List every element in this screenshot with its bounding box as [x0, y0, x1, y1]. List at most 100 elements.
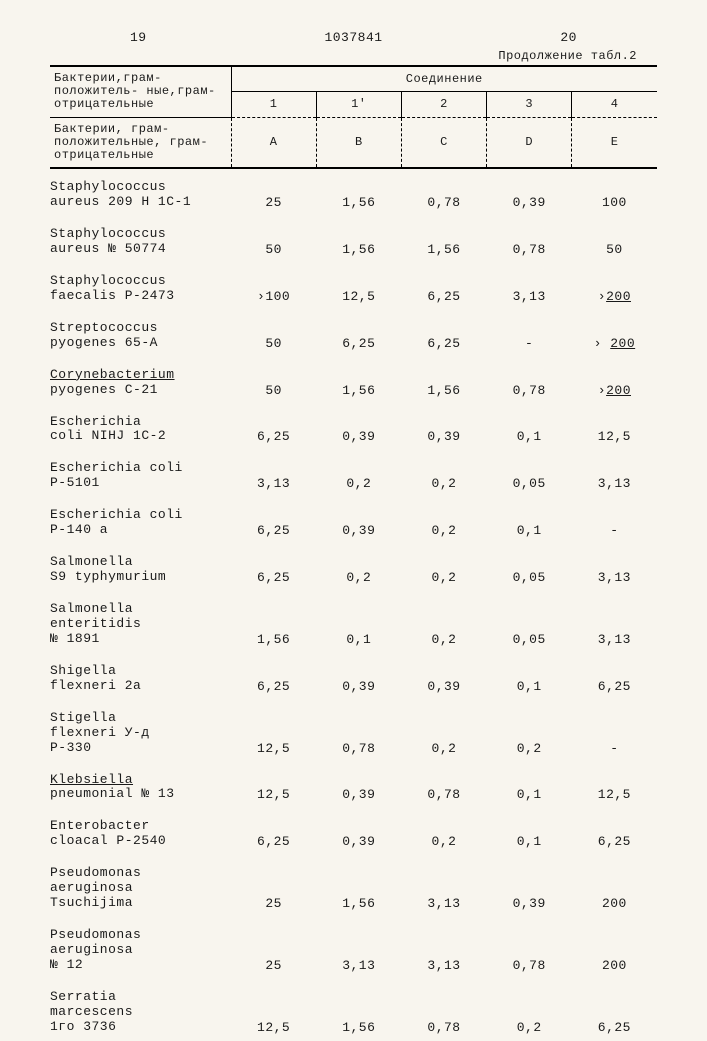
hdr-E: E: [572, 117, 657, 168]
cell-value: 1,56: [316, 216, 401, 263]
row-label: Escherichia coliP-5101: [50, 450, 231, 497]
cell-value: 0,1: [487, 762, 572, 809]
header-bacteria-1: Бактерии,грам-положитель- ные,грам-отриц…: [50, 66, 231, 117]
cell-value: 0,2: [401, 450, 486, 497]
cell-value: 0,05: [487, 591, 572, 653]
table-row: Serratiamarcescens1го 373612,51,560,780,…: [50, 979, 657, 1041]
cell-value: 0,78: [487, 216, 572, 263]
row-label: Staphylococcusaureus № 50774: [50, 216, 231, 263]
cell-value: 1,56: [316, 357, 401, 404]
cell-value: 12,5: [572, 404, 657, 451]
cell-value: 0,2: [401, 544, 486, 591]
row-label: SalmonellaS9 typhymurium: [50, 544, 231, 591]
table-row: Pseudomonasaeruginosa№ 12253,133,130,782…: [50, 917, 657, 979]
row-label: Corynebacteriumpyogenes C-21: [50, 357, 231, 404]
cell-value: -: [572, 700, 657, 762]
cell-value: 25: [231, 917, 316, 979]
cell-value: 0,78: [401, 979, 486, 1041]
cell-value: ›100: [231, 263, 316, 310]
cell-value: 6,25: [316, 310, 401, 357]
cell-value: 0,78: [487, 357, 572, 404]
header-compound: Соединение: [231, 66, 657, 92]
table-row: Streptococcuspyogenes 65-A506,256,25-› 2…: [50, 310, 657, 357]
cell-value: 12,5: [572, 762, 657, 809]
hdr-num-4: 4: [572, 92, 657, 117]
cell-value: 3,13: [401, 917, 486, 979]
row-label: Escherichia coliP-140 a: [50, 497, 231, 544]
cell-value: 6,25: [231, 808, 316, 855]
hdr-B: B: [316, 117, 401, 168]
cell-value: 6,25: [231, 404, 316, 451]
cell-value: -: [572, 497, 657, 544]
table-row: Klebsiellapneumonial № 1312,50,390,780,1…: [50, 762, 657, 809]
cell-value: 0,2: [487, 979, 572, 1041]
table-row: Stigellaflexneri У-дP-33012,50,780,20,2-: [50, 700, 657, 762]
page-left: 19: [130, 30, 147, 45]
page-header: 19 1037841 20: [50, 30, 657, 45]
page-right: 20: [560, 30, 577, 45]
hdr-num-1p: 1': [316, 92, 401, 117]
table-row: SalmonellaS9 typhymurium6,250,20,20,053,…: [50, 544, 657, 591]
cell-value: 6,25: [401, 310, 486, 357]
row-label: Escherichiacoli NIHJ 1C-2: [50, 404, 231, 451]
cell-value: 1,56: [316, 979, 401, 1041]
row-label: Pseudomonasaeruginosa№ 12: [50, 917, 231, 979]
cell-value: 0,2: [316, 450, 401, 497]
cell-value: 1,56: [316, 168, 401, 216]
cell-value: 1,56: [316, 855, 401, 917]
hdr-num-1: 1: [231, 92, 316, 117]
cell-value: 0,2: [401, 700, 486, 762]
cell-value: 6,25: [572, 653, 657, 700]
cell-value: 0,2: [401, 808, 486, 855]
row-label: Enterobactercloacal P-2540: [50, 808, 231, 855]
table-row: Escherichia coliP-51013,130,20,20,053,13: [50, 450, 657, 497]
cell-value: 3,13: [572, 450, 657, 497]
data-table: Бактерии,грам-положитель- ные,грам-отриц…: [50, 65, 657, 1041]
cell-value: 0,39: [316, 404, 401, 451]
cell-value: › 200: [572, 310, 657, 357]
hdr-num-2: 2: [401, 92, 486, 117]
cell-value: 200: [572, 917, 657, 979]
cell-value: 0,39: [316, 653, 401, 700]
cell-value: 50: [231, 216, 316, 263]
cell-value: 6,25: [401, 263, 486, 310]
cell-value: 3,13: [231, 450, 316, 497]
cell-value: 0,1: [487, 653, 572, 700]
cell-value: 0,39: [401, 404, 486, 451]
cell-value: 200: [572, 855, 657, 917]
cell-value: 0,39: [316, 497, 401, 544]
cell-value: 50: [231, 357, 316, 404]
cell-value: 1,56: [401, 216, 486, 263]
header-row-letters: Бактерии, грам-положительные, грам-отриц…: [50, 117, 657, 168]
table-row: Salmonellaenteritidis№ 18911,560,10,20,0…: [50, 591, 657, 653]
hdr-D: D: [487, 117, 572, 168]
cell-value: 0,39: [316, 808, 401, 855]
row-label: Shigellaflexneri 2a: [50, 653, 231, 700]
table-row: Staphylococcusaureus № 50774501,561,560,…: [50, 216, 657, 263]
table-row: Staphylococcusfaecalis P-2473›10012,56,2…: [50, 263, 657, 310]
hdr-num-3: 3: [487, 92, 572, 117]
cell-value: 1,56: [401, 357, 486, 404]
table-row: Escherichiacoli NIHJ 1C-26,250,390,390,1…: [50, 404, 657, 451]
cell-value: 0,2: [487, 700, 572, 762]
table-row: Staphylococcusaureus 209 H 1C-1251,560,7…: [50, 168, 657, 216]
cell-value: 0,39: [487, 855, 572, 917]
cell-value: 0,05: [487, 450, 572, 497]
table-row: Enterobactercloacal P-25406,250,390,20,1…: [50, 808, 657, 855]
cell-value: 0,1: [316, 591, 401, 653]
header-row-1: Бактерии,грам-положитель- ные,грам-отриц…: [50, 66, 657, 92]
cell-value: 50: [572, 216, 657, 263]
row-label: PseudomonasaeruginosaTsuchijima: [50, 855, 231, 917]
cell-value: 100: [572, 168, 657, 216]
cell-value: 0,39: [401, 653, 486, 700]
cell-value: 25: [231, 855, 316, 917]
cell-value: 0,1: [487, 497, 572, 544]
hdr-C: C: [401, 117, 486, 168]
cell-value: 0,78: [316, 700, 401, 762]
cell-value: 6,25: [231, 544, 316, 591]
cell-value: 0,1: [487, 808, 572, 855]
cell-value: 0,78: [487, 917, 572, 979]
cell-value: 12,5: [231, 762, 316, 809]
cell-value: 0,78: [401, 168, 486, 216]
row-label: Klebsiellapneumonial № 13: [50, 762, 231, 809]
